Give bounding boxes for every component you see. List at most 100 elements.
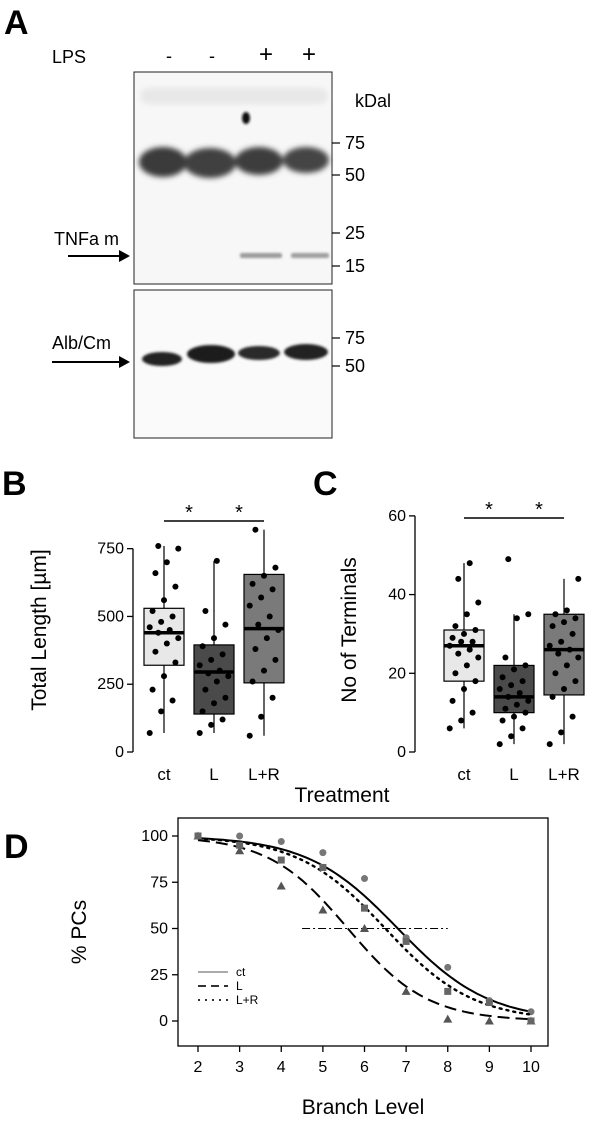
data-point [558,729,565,736]
data-point [496,686,503,693]
lane-label-1: - [166,46,172,66]
data-point [155,629,162,636]
data-point [258,713,265,720]
x-tick-label: 6 [360,1059,369,1076]
data-point [252,526,259,533]
data-point [499,674,506,681]
data-point [222,621,229,628]
data-point [236,841,244,849]
data-point [277,838,285,846]
data-point [213,678,220,685]
data-point [484,1016,494,1025]
upper-membrane [133,71,333,285]
data-point [246,732,253,739]
data-point [575,654,582,661]
sig-star-1: * [185,502,193,524]
data-point [246,602,253,609]
data-point [175,635,182,642]
panel-label-d: D [4,828,29,866]
data-point [196,662,203,669]
data-point [194,832,202,840]
data-point [455,650,462,657]
data-point [276,881,286,890]
x-tick-label: 8 [443,1059,452,1076]
data-point [563,607,570,614]
data-point [235,846,245,855]
data-point [502,654,509,661]
data-point [446,725,453,732]
box-L [493,556,535,748]
data-point [485,999,493,1006]
data-point [516,689,523,696]
fit-curve [197,839,532,1021]
data-point [466,646,473,653]
box-LplusR [243,526,285,739]
data-point [161,673,167,680]
data-point [511,666,517,673]
y-tick-label: 20 [388,665,406,682]
data-point [319,849,327,857]
data-point [513,701,520,708]
data-point [546,642,553,649]
lower-blot [133,289,333,439]
alb-arrow-icon [52,356,130,368]
data-point [213,557,220,564]
data-point [463,611,470,618]
data-point [527,1017,535,1025]
data-point [561,686,567,693]
data-point [172,659,179,666]
marker-75-upper: 75 [345,133,365,153]
y-tick-label: 100 [141,828,168,845]
series-LplusR [194,832,535,1025]
tnfa-label: TNFa m [54,229,119,249]
y-axis-title: % PCs [68,900,91,964]
data-point [508,682,515,689]
lane-labels: - - + + [166,41,316,68]
data-point [255,621,262,628]
plot-frame [177,817,549,1047]
box-LplusR [543,575,585,748]
data-point [558,638,565,645]
data-point [552,670,559,677]
data-point [266,613,273,620]
x-tick-label: 2 [194,1059,203,1076]
legend-label-L: L [236,979,243,993]
alb-label: Alb/Cm [52,333,111,353]
fit-curve [196,837,533,1016]
treatment-axis-title: Treatment [295,784,390,807]
fit-curve [197,837,532,1013]
data-point [463,662,470,669]
data-point [469,638,476,645]
data-point [505,556,512,563]
data-point [449,634,456,641]
data-point [458,717,465,724]
sig-star-2: * [235,502,243,524]
x-tick-label: 7 [402,1059,411,1076]
x-tick-label: 5 [318,1059,327,1076]
data-point [216,667,223,674]
data-point [446,642,453,649]
data-point [163,640,170,647]
data-point [549,623,556,630]
data-point [146,624,153,631]
y-tick-label: 0 [397,744,406,761]
data-point [549,693,556,700]
data-point [546,741,553,748]
box-ct [443,560,485,732]
data-point [149,686,156,693]
data-point [444,963,452,971]
data-point [199,708,206,715]
lane-label-4: + [302,41,316,68]
y-axis-title: No of Terminals [338,557,361,703]
x-axis-title: Branch Level [302,1096,425,1119]
data-point [219,716,226,723]
data-point [555,650,562,657]
alb-bands [142,344,328,366]
x-tick-label: L [509,765,518,784]
data-point [513,615,520,622]
data-point [263,635,270,642]
series-ct [194,832,535,1016]
data-point [152,570,159,577]
x-tick-label: 3 [235,1059,244,1076]
x-tick-label: ct [157,765,171,784]
